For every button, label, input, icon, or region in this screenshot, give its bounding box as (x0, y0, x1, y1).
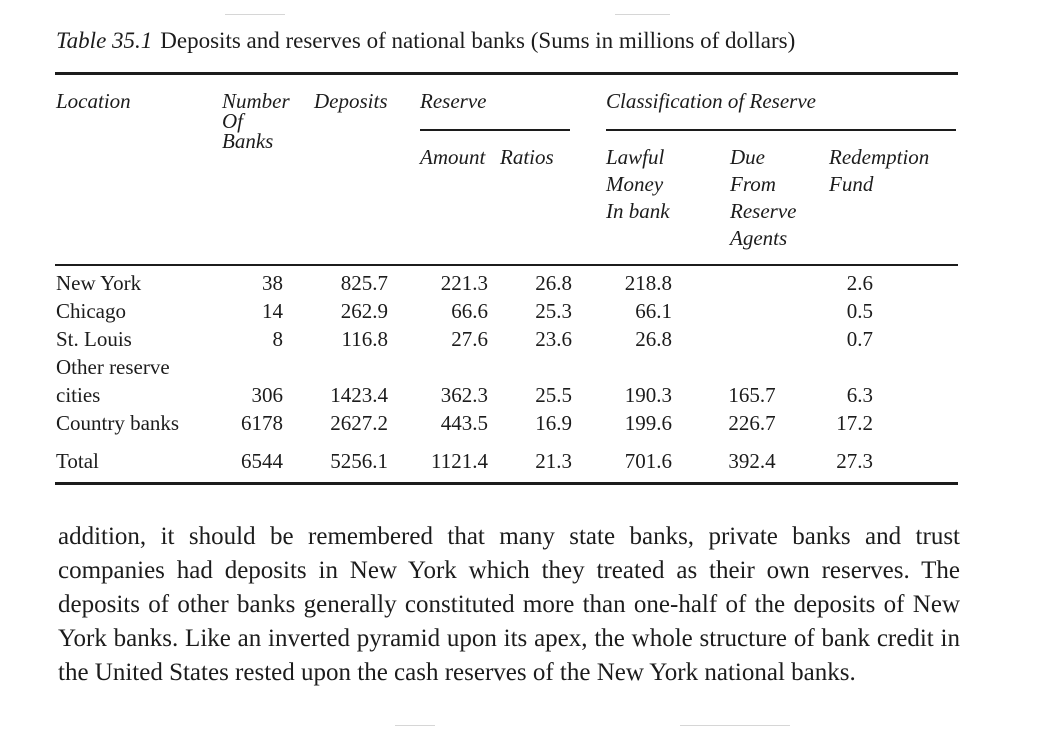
classification-underline (606, 129, 956, 131)
cell-redemption: 17.2 (836, 411, 873, 435)
cell-ratio: 26.8 (535, 271, 572, 295)
cell-lawful: 190.3 (624, 383, 672, 407)
cell-banks: 6178 (241, 411, 283, 435)
cell-lawful: 66.1 (635, 299, 672, 323)
header-reserve-amount: Amount (420, 145, 486, 169)
cell-redemption: 0.7 (846, 327, 873, 351)
header-number-of-banks: Number Of Banks (222, 89, 290, 153)
cell-banks: 306 (251, 383, 284, 407)
cell-lawful: 218.8 (624, 271, 672, 295)
cell-redemption: 27.3 (836, 449, 873, 473)
cell-deposits: 2627.2 (330, 411, 388, 435)
cell-redemption: 2.6 (846, 271, 873, 295)
header-location: Location (56, 89, 131, 113)
cell-ratio: 25.5 (535, 383, 572, 407)
top-rule (55, 72, 958, 75)
cell-lawful: 701.6 (624, 449, 672, 473)
scan-artifact (225, 14, 285, 15)
cell-amount: 66.6 (451, 299, 488, 323)
cell-redemption: 0.5 (846, 299, 873, 323)
cell-amount: 221.3 (440, 271, 488, 295)
cell-location: St. Louis (56, 327, 132, 351)
cell-location: Total (56, 449, 99, 473)
cell-due: 226.7 (728, 411, 776, 435)
body-paragraph: addition, it should be remembered that m… (58, 520, 960, 690)
cell-amount: 362.3 (440, 383, 488, 407)
cell-ratio: 16.9 (535, 411, 572, 435)
cell-ratio: 23.6 (535, 327, 572, 351)
cell-location: Chicago (56, 299, 126, 323)
cell-deposits: 825.7 (340, 271, 388, 295)
cell-lawful: 26.8 (635, 327, 672, 351)
header-due-from-agents: Due From Reserve Agents (730, 145, 797, 250)
cell-amount: 1121.4 (431, 449, 488, 473)
header-reserve-ratios: Ratios (500, 145, 554, 169)
header-classification: Classification of Reserve (606, 89, 816, 113)
cell-deposits: 262.9 (340, 299, 388, 323)
table-title: Deposits and reserves of national banks … (160, 28, 796, 53)
header-reserve: Reserve (420, 89, 487, 113)
header-bottom-rule (55, 264, 958, 266)
table-caption: Table 35.1 Deposits and reserves of natio… (56, 28, 795, 54)
cell-banks: 14 (262, 299, 283, 323)
scan-artifact (680, 725, 790, 726)
scan-artifact (395, 725, 435, 726)
cell-banks: 6544 (241, 449, 283, 473)
header-redemption-fund: Redemption Fund (829, 145, 930, 196)
bottom-rule (55, 482, 958, 485)
cell-amount: 27.6 (451, 327, 488, 351)
cell-amount: 443.5 (440, 411, 488, 435)
paragraph-text: addition, it should be remembered that m… (58, 523, 960, 686)
table-number: Table 35.1 (56, 28, 153, 53)
cell-banks: 38 (262, 271, 283, 295)
cell-due: 392.4 (728, 449, 776, 473)
cell-due: 165.7 (728, 383, 776, 407)
cell-deposits: 116.8 (341, 327, 388, 351)
cell-banks: 8 (272, 327, 284, 351)
cell-location: New York (56, 271, 142, 295)
cell-deposits: 1423.4 (330, 383, 388, 407)
cell-deposits: 5256.1 (330, 449, 388, 473)
scan-artifact (615, 14, 670, 15)
cell-location-line1: Other reserve (56, 355, 170, 379)
cell-location: cities (56, 383, 101, 407)
cell-redemption: 6.3 (846, 383, 873, 407)
reserve-underline (420, 129, 570, 131)
cell-lawful: 199.6 (624, 411, 672, 435)
cell-location: Country banks (56, 411, 180, 435)
header-lawful-money: Lawful Money In bank (606, 145, 670, 223)
cell-ratio: 25.3 (535, 299, 572, 323)
header-deposits: Deposits (314, 89, 388, 113)
cell-ratio: 21.3 (535, 449, 572, 473)
